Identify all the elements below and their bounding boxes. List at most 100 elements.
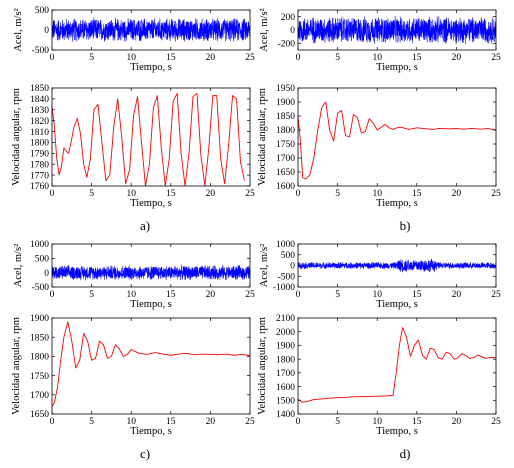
y-tick-label-d-speed: 1900 — [276, 342, 295, 352]
x-tick-label-a-noise: 15 — [166, 53, 176, 63]
x-tick-label-b-speed: 20 — [452, 189, 462, 199]
axes-frame-c-noise — [51, 243, 251, 288]
y-tick-label-b-noise: 200 — [281, 13, 296, 23]
axes-frame-a-speed — [51, 87, 251, 187]
axes-frame-d-speed — [297, 317, 497, 415]
x-tick-label-b-noise: 10 — [372, 53, 382, 63]
x-axis-label-c-speed: Tiempo, s — [130, 426, 172, 437]
x-tick-label-d-speed: 5 — [335, 417, 340, 427]
x-tick-label-b-noise: 0 — [296, 53, 301, 63]
y-tick-label-b-speed: 1850 — [276, 112, 295, 122]
x-tick-label-c-speed: 15 — [166, 417, 176, 427]
x-tick-label-b-speed: 5 — [335, 189, 340, 199]
x-tick-label-c-noise: 5 — [89, 290, 94, 300]
y-axis-label-a-noise: Acel, m/s² — [13, 8, 24, 51]
y-tick-label-a-speed: 1770 — [30, 171, 49, 181]
y-tick-label-c-speed: 1800 — [30, 353, 49, 363]
y-tick-label-a-speed: 1840 — [30, 95, 49, 105]
y-tick-label-d-speed: 2000 — [276, 328, 295, 338]
y-tick-label-b-speed: 1700 — [276, 154, 295, 164]
x-tick-label-b-speed: 0 — [296, 189, 301, 199]
x-tick-label-c-noise: 0 — [50, 290, 55, 300]
axes-frame-c-speed — [51, 317, 251, 415]
y-tick-label-d-noise: -1000 — [273, 283, 295, 293]
panel-label-a: a) — [140, 218, 150, 233]
y-axis-label-d-noise: Acel, m/s² — [259, 244, 270, 287]
x-tick-label-d-speed: 15 — [412, 417, 422, 427]
x-tick-label-d-speed: 25 — [491, 417, 501, 427]
x-tick-label-b-speed: 15 — [412, 189, 422, 199]
y-tick-label-d-noise: -500 — [278, 272, 296, 282]
x-tick-label-c-noise: 15 — [166, 290, 176, 300]
series-line-b-speed — [297, 101, 497, 180]
x-tick-label-d-noise: 0 — [296, 290, 301, 300]
series-line-d-speed — [297, 327, 497, 403]
axes-frame-b-speed — [297, 87, 497, 187]
x-tick-label-a-noise: 20 — [206, 53, 216, 63]
series-line-c-noise — [51, 264, 251, 281]
y-tick-label-a-speed: 1800 — [30, 139, 49, 149]
y-axis-label-b-noise: Acel, m/s² — [259, 8, 270, 51]
x-axis-label-b-noise: Tiempo, s — [376, 62, 418, 73]
x-axis-label-c-noise: Tiempo, s — [130, 299, 172, 310]
x-tick-label-b-speed: 10 — [372, 189, 382, 199]
y-tick-label-b-speed: 1650 — [276, 168, 295, 178]
x-axis-label-d-speed: Tiempo, s — [376, 426, 418, 437]
x-tick-label-b-speed: 25 — [491, 189, 501, 199]
x-tick-label-a-speed: 0 — [50, 189, 55, 199]
x-tick-label-c-speed: 5 — [89, 417, 94, 427]
x-tick-label-c-noise: 20 — [206, 290, 216, 300]
y-tick-label-c-speed: 1750 — [30, 372, 49, 382]
y-tick-label-c-noise: 500 — [35, 255, 50, 265]
y-axis-label-b-speed: Velocidad angular, rpm — [257, 88, 268, 186]
x-tick-label-c-speed: 25 — [245, 417, 255, 427]
series-line-b-noise — [297, 15, 497, 45]
y-tick-label-a-speed: 1830 — [30, 106, 49, 116]
panel-label-d: d) — [400, 446, 411, 461]
series-line-c-speed — [51, 321, 251, 407]
y-tick-label-a-noise: 0 — [44, 26, 49, 36]
y-axis-label-c-speed: Velocidad angular, rpm — [11, 317, 22, 415]
x-tick-label-a-speed: 20 — [206, 189, 216, 199]
y-tick-label-c-speed: 1850 — [30, 333, 49, 343]
y-tick-label-b-noise: 0 — [290, 26, 295, 36]
y-tick-label-c-noise: 1000 — [30, 240, 49, 250]
plot-d-speed: 0 5 10 15 20 25 1400 1500 1600 1700 1800 1900 2000 21… — [257, 314, 501, 437]
x-tick-label-c-noise: 10 — [126, 290, 136, 300]
x-tick-label-a-speed: 5 — [89, 189, 94, 199]
y-tick-label-c-noise: 0 — [44, 269, 49, 279]
x-tick-label-d-speed: 10 — [372, 417, 382, 427]
x-tick-label-d-noise: 20 — [452, 290, 462, 300]
x-tick-label-a-speed: 15 — [166, 189, 176, 199]
x-tick-label-b-noise: 20 — [452, 53, 462, 63]
y-tick-label-d-noise: 1000 — [276, 240, 295, 250]
y-tick-label-c-noise: -500 — [32, 283, 50, 293]
x-tick-label-b-noise: 25 — [491, 53, 501, 63]
y-tick-label-d-noise: 0 — [290, 262, 295, 272]
panel-label-b: b) — [400, 218, 411, 233]
y-tick-label-a-speed: 1810 — [30, 128, 49, 138]
y-axis-label-c-noise: Acel, m/s² — [13, 244, 24, 287]
y-tick-label-c-speed: 1700 — [30, 391, 49, 401]
x-axis-label-a-noise: Tiempo, s — [130, 62, 172, 73]
x-tick-label-a-noise: 5 — [89, 53, 94, 63]
x-axis-label-b-speed: Tiempo, s — [376, 198, 418, 209]
series-line-d-noise — [297, 258, 497, 273]
y-tick-label-a-speed: 1760 — [30, 182, 49, 192]
y-tick-label-b-speed: 1900 — [276, 98, 295, 108]
x-tick-label-d-noise: 25 — [491, 290, 501, 300]
x-tick-label-b-noise: 5 — [335, 53, 340, 63]
x-tick-label-d-noise: 5 — [335, 290, 340, 300]
x-axis-label-a-speed: Tiempo, s — [130, 198, 172, 209]
y-tick-label-d-speed: 1800 — [276, 355, 295, 365]
y-tick-label-b-speed: 1600 — [276, 182, 295, 192]
panel-label-c: c) — [140, 446, 150, 461]
x-tick-label-d-noise: 10 — [372, 290, 382, 300]
x-tick-label-c-speed: 20 — [206, 417, 216, 427]
x-tick-label-a-noise: 25 — [245, 53, 255, 63]
y-tick-label-a-speed: 1780 — [30, 160, 49, 170]
series-line-a-speed — [51, 92, 245, 187]
